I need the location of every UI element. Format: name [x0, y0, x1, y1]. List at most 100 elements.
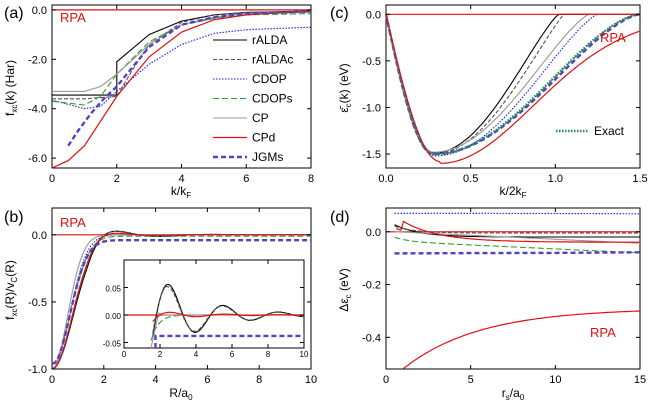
legend-label-cpd: CPd	[252, 131, 275, 145]
y-tick-label: 0.0	[32, 230, 47, 242]
series-cdops	[51, 235, 311, 365]
series-cdops	[51, 13, 312, 106]
y-tick-label: -1.0	[362, 102, 381, 114]
panel-d-rpa-label: RPA	[590, 325, 616, 340]
panel-d-ticks: 0 5 10 15 0.0 -0.2 -0.4	[362, 208, 646, 386]
series-cdop	[394, 212, 641, 215]
panel-c: 0.0 0.5 1.0 1.5 0.0 -0.5 -1.0 -1.5 (c) RPA k/2k…	[330, 4, 648, 200]
y-tick-label: -1.5	[362, 149, 381, 161]
panel-c-curves	[384, 13, 641, 164]
x-tick-label: 10	[549, 374, 561, 386]
panel-c-frame	[385, 4, 641, 169]
panel-b-xlabel: R/a0	[169, 386, 193, 402]
x-tick-label: 8	[256, 374, 262, 386]
legend-label-cdop: CDOP	[252, 72, 287, 86]
panel-c-label: (c)	[330, 5, 349, 22]
y-tick-label: -0.5	[362, 56, 381, 68]
panel-b-frame	[51, 207, 312, 370]
x-tick-label: 0	[49, 374, 55, 386]
series-raldac	[152, 286, 304, 334]
panel-d-frame	[385, 207, 641, 370]
series-jgms	[154, 334, 304, 348]
x-tick-label: 2	[114, 173, 120, 185]
legend-label-exact: Exact	[594, 124, 625, 138]
panel-d: 0 5 10 15 0.0 -0.2 -0.4 (d) RPA rs/a0 Δεc (eV)	[330, 207, 646, 402]
x-tick-label: 6	[230, 350, 235, 359]
x-tick-label: 4	[178, 173, 184, 185]
x-tick-label: 4	[194, 350, 199, 359]
y-tick-label: 0.00	[105, 312, 121, 321]
y-tick-label: -0.2	[362, 280, 381, 292]
y-tick-label: -0.4	[362, 332, 381, 344]
series-raldac	[394, 225, 640, 234]
panel-a-xlabel: k/kF	[171, 184, 191, 200]
panel-c-ticks: 0.0 0.5 1.0 1.5 0.0 -0.5 -1.0 -1.5	[362, 5, 648, 185]
series-cdop	[385, 13, 640, 157]
x-tick-label: 1.5	[632, 173, 647, 185]
panel-a-ticks: 0 2 4 6 8 0.0 -2.0 -4.0 -6.0	[28, 5, 314, 185]
y-tick-label: -4.0	[28, 104, 47, 116]
x-tick-label: 0.0	[378, 173, 393, 185]
panel-a-label: (a)	[4, 5, 24, 22]
panel-b-rpa-label: RPA	[60, 215, 86, 230]
x-tick-label: 0	[122, 350, 127, 359]
panel-a-rpa-label: RPA	[60, 10, 86, 25]
panel-d-label: (d)	[330, 209, 350, 226]
panel-b-ticks: 0 2 4 6 8 10 0.0 -0.5 -1.0	[28, 208, 317, 386]
panel-d-ylabel: Δεc (eV)	[337, 268, 353, 311]
legend-label-jgms: JGMs	[252, 150, 283, 164]
series-jgms	[394, 251, 641, 255]
x-tick-label: 8	[308, 173, 314, 185]
panel-b-curves	[51, 230, 311, 370]
series-cpd	[385, 14, 641, 164]
series-cpd	[402, 310, 641, 370]
y-tick-label: -1.0	[28, 364, 47, 376]
panel-c-legend: Exact	[556, 124, 625, 138]
y-tick-label: -6.0	[28, 153, 47, 165]
panel-b-ylabel: fxc(R)/vC(R)	[3, 260, 19, 320]
series-ralda	[394, 224, 640, 238]
panel-a-curves	[51, 9, 312, 169]
legend-label-raldac: rALDAc	[252, 53, 293, 67]
y-tick-label: -2.0	[28, 54, 47, 66]
x-tick-label: 5	[468, 374, 474, 386]
series-cdop	[51, 26, 312, 110]
y-tick-label: 0.0	[366, 227, 381, 239]
panel-b-label: (b)	[4, 209, 24, 226]
panel-b-inset-ticks: 0 2 4 6 8 10 0.05 0.00 -0.05	[103, 260, 309, 359]
x-tick-label: 4	[153, 374, 159, 386]
x-tick-label: 1.0	[548, 173, 563, 185]
x-tick-label: 0	[49, 173, 55, 185]
x-tick-label: 6	[243, 173, 249, 185]
x-tick-label: 2	[158, 350, 163, 359]
panel-a-ylabel: fxc(k) (Har)	[3, 60, 19, 116]
panel-c-rpa-label: RPA	[600, 30, 626, 45]
panel-b-inset-curves	[124, 283, 305, 349]
legend-label-cp: CP	[252, 111, 269, 125]
x-tick-label: 0	[383, 374, 389, 386]
series-cp	[52, 11, 312, 92]
x-tick-label: 15	[634, 374, 646, 386]
panel-b-inset: 0 2 4 6 8 10 0.05 0.00 -0.05	[103, 259, 309, 359]
series-jgms	[67, 10, 312, 147]
legend-label-ralda: rALDA	[252, 33, 287, 47]
legend-label-cdops: CDOPs	[252, 92, 293, 106]
y-tick-label: 0.0	[32, 5, 47, 17]
panel-d-xlabel: rs/a0	[502, 386, 525, 402]
x-tick-label: 8	[266, 350, 271, 359]
x-tick-label: 6	[204, 374, 210, 386]
x-tick-label: 10	[305, 374, 317, 386]
series-cpd	[152, 311, 305, 322]
y-tick-label: 0.05	[105, 285, 121, 294]
panel-a-legend: rALDA rALDAc CDOP CDOPs CP CPd JGMs	[213, 33, 293, 164]
y-tick-label: 0.0	[366, 9, 381, 21]
panel-c-ylabel: ε̄c(k) (eV)	[337, 63, 353, 112]
x-tick-label: 10	[300, 350, 309, 359]
y-tick-label: -0.05	[103, 340, 122, 349]
panel-c-xlabel: k/2kF	[500, 184, 527, 200]
panel-d-curves	[386, 212, 641, 370]
series-cpd	[396, 220, 640, 243]
y-tick-label: -0.5	[28, 297, 47, 309]
panel-b: 0 2 4 6 8 10 0.0 -0.5 -1.0 (b) RPA R/a0 fxc(R)/v…	[3, 207, 317, 402]
